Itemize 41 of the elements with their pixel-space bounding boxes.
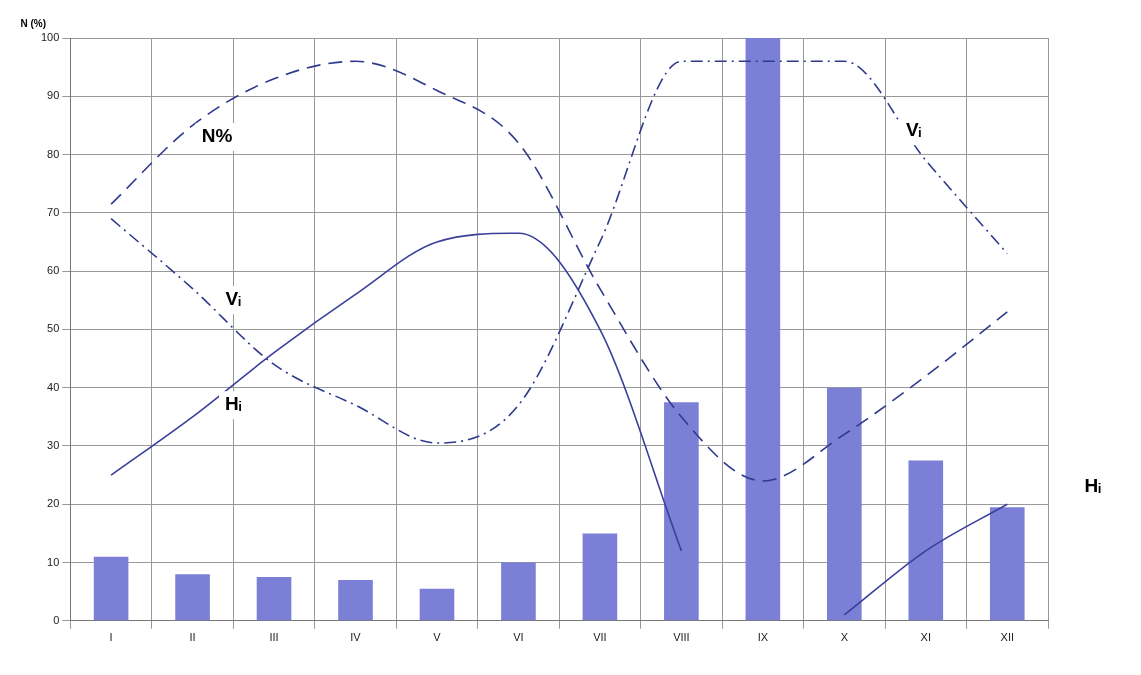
bar xyxy=(745,38,781,621)
y-tick-label: 10 xyxy=(47,555,60,568)
x-tick-label: VIII xyxy=(673,631,690,644)
y-tick-label: 90 xyxy=(47,89,60,102)
y-tick-label: 0 xyxy=(53,613,60,626)
y-axis-title: N (%) xyxy=(20,17,46,29)
x-tick-label: VI xyxy=(513,631,524,644)
bar xyxy=(419,588,455,621)
bar xyxy=(582,533,618,621)
bar xyxy=(908,460,944,621)
x-tick-label: III xyxy=(269,631,279,644)
bar xyxy=(501,562,536,621)
x-tick-label: IX xyxy=(757,631,769,644)
bar xyxy=(664,402,699,621)
series-label: Hᵢ xyxy=(225,393,242,415)
y-tick-label: 100 xyxy=(40,31,60,44)
x-tick-label: X xyxy=(840,631,849,644)
y-tick-label: 70 xyxy=(47,205,60,218)
y-tick-label: 80 xyxy=(47,147,60,160)
x-tick-label: II xyxy=(189,631,196,644)
x-tick-label: XII xyxy=(1000,631,1014,644)
series-label: Vᵢ xyxy=(905,119,922,141)
x-tick-label: VII xyxy=(593,631,607,644)
bar xyxy=(338,580,373,621)
y-tick-label: 60 xyxy=(47,264,60,277)
bar xyxy=(93,556,129,621)
x-tick-label: IV xyxy=(350,631,362,644)
x-tick-label: XI xyxy=(920,631,931,644)
bar xyxy=(175,574,210,621)
bar xyxy=(827,387,862,621)
bar xyxy=(989,507,1025,621)
y-tick-label: 20 xyxy=(47,497,60,510)
text: Vᵢ xyxy=(225,288,241,310)
y-tick-label: 50 xyxy=(47,322,60,335)
text: Hᵢ xyxy=(1084,474,1102,496)
x-tick-label: V xyxy=(433,631,442,644)
bar xyxy=(256,577,292,621)
series-label: N% xyxy=(201,125,233,147)
y-tick-label: 40 xyxy=(47,380,60,393)
x-tick-label: I xyxy=(109,631,113,644)
y-tick-label: 30 xyxy=(47,438,60,451)
